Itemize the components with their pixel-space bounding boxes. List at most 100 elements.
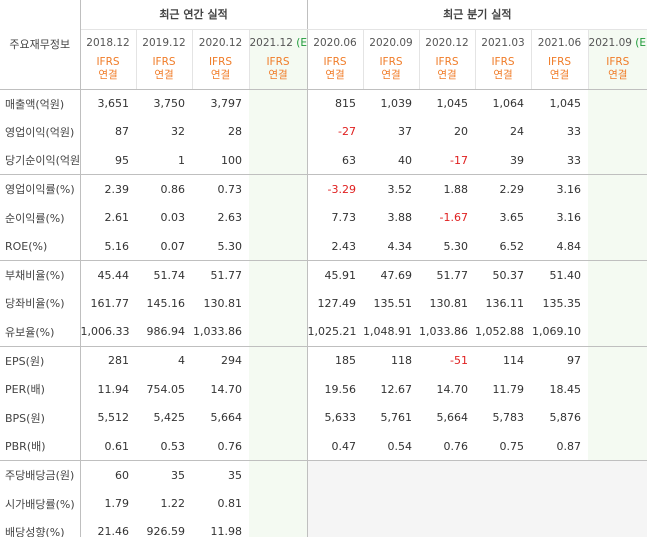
table-cell: 2.63 xyxy=(217,211,243,225)
table-cell: -17 xyxy=(450,153,469,167)
table-cell: 0.54 xyxy=(387,439,413,453)
table-cell xyxy=(363,460,420,490)
table-cell: 95 xyxy=(115,153,129,167)
table-cell: 5.16 xyxy=(104,239,130,253)
table-cell xyxy=(419,517,476,537)
table-cell: 5,783 xyxy=(492,411,525,425)
table-cell xyxy=(249,374,308,404)
table-cell: -3.29 xyxy=(307,174,364,204)
row-label: 순이익률(%) xyxy=(0,203,81,232)
table-cell: 0.03 xyxy=(160,211,186,225)
table-cell xyxy=(475,460,532,490)
table-row: 영업이익률(%) 2.39 0.86 0.73 -3.29 3.52 1.88 2.29 3.1… xyxy=(0,174,647,204)
table-cell: 14.70 xyxy=(210,382,243,396)
accounting-basis: IFRS 연결 xyxy=(530,49,589,90)
period-label: 2020.09 xyxy=(369,37,413,49)
basis-scope: 연결 xyxy=(98,68,118,81)
basis-standard: IFRS xyxy=(266,55,290,68)
table-cell: 3.16 xyxy=(556,211,582,225)
table-cell xyxy=(363,517,420,537)
table-cell: 1.88 xyxy=(419,174,476,204)
table-row: 순이익률(%) 2.61 0.03 2.63 7.73 3.88 -1.67 3.65 3.16 xyxy=(0,203,647,232)
table-cell: 1 xyxy=(178,153,185,167)
annual-group-header: 최근 연간 실적 xyxy=(80,0,308,30)
table-cell: 1,033.86 xyxy=(419,325,469,339)
table-cell: 114 xyxy=(475,345,532,375)
row-label: 당기순이익(억원) xyxy=(0,146,81,175)
row-label: 영업이익률(%) xyxy=(0,174,81,204)
table-cell xyxy=(588,89,647,118)
table-row: 부채비율(%) 45.44 51.74 51.77 45.91 47.69 51.77 50.… xyxy=(0,260,647,290)
period-header: 2020.06 xyxy=(307,29,363,49)
basis-scope: 연결 xyxy=(325,68,345,81)
table-cell: 1,045 xyxy=(436,97,469,111)
period-label: 2021.03 xyxy=(481,37,525,49)
accounting-basis: IFRS 연결 xyxy=(135,49,192,90)
table-cell: 3,750 xyxy=(153,97,186,111)
basis-standard: IFRS xyxy=(547,55,572,68)
table-cell xyxy=(588,203,647,232)
table-cell xyxy=(588,460,647,490)
table-cell: 5,664 xyxy=(210,411,243,425)
period-label: 2020.06 xyxy=(313,37,357,49)
table-cell: 3.65 xyxy=(499,211,525,225)
table-cell: 0.87 xyxy=(556,439,582,453)
table-cell: 39 xyxy=(510,153,525,167)
table-cell: 21.46 xyxy=(80,517,136,537)
table-cell: 0.76 xyxy=(443,439,469,453)
table-cell: 135.51 xyxy=(373,296,413,310)
period-label: 2020.12 xyxy=(425,37,469,49)
table-cell: 136.11 xyxy=(485,296,525,310)
row-header-title: 주요재무정보 xyxy=(0,0,81,90)
table-cell xyxy=(588,231,647,261)
table-cell: 0.53 xyxy=(160,439,186,453)
table-cell: 3.88 xyxy=(387,211,413,225)
table-cell: 1,048.91 xyxy=(363,325,413,339)
table-cell: 145.16 xyxy=(146,296,186,310)
period-label: 2019.12 xyxy=(142,37,186,49)
table-cell: 19.56 xyxy=(324,382,357,396)
basis-scope: 연결 xyxy=(268,68,288,81)
table-cell xyxy=(249,231,308,261)
table-cell: 754.05 xyxy=(146,382,186,396)
table-cell xyxy=(588,432,647,461)
period-header: 2018.12 xyxy=(80,29,136,49)
basis-standard: IFRS xyxy=(323,55,347,68)
table-cell xyxy=(249,89,308,118)
table-cell: 24 xyxy=(510,125,525,139)
table-cell xyxy=(588,174,647,204)
table-cell xyxy=(249,517,308,537)
table-cell: 5,512 xyxy=(97,411,130,425)
row-label: 매출액(억원) xyxy=(0,89,81,118)
table-cell: 1,033.86 xyxy=(193,325,242,339)
basis-scope: 연결 xyxy=(493,68,513,81)
table-cell xyxy=(588,345,647,375)
table-cell xyxy=(249,174,308,204)
table-cell: 33 xyxy=(567,125,582,139)
basis-standard: IFRS xyxy=(491,55,515,68)
table-cell: 3,797 xyxy=(210,97,243,111)
table-cell: 2.43 xyxy=(331,239,357,253)
period-header: 2020.09 xyxy=(362,29,420,49)
period-header: 2020.12 xyxy=(191,29,249,49)
table-cell: 100 xyxy=(221,153,242,167)
table-cell xyxy=(363,489,420,518)
table-row: 당기순이익(억원) 95 1 100 63 40 -17 39 33 xyxy=(0,146,647,175)
row-label: 영업이익(억원) xyxy=(0,117,81,147)
row-label: 시가배당률(%) xyxy=(0,489,81,518)
table-cell xyxy=(419,489,476,518)
row-label: BPS(원) xyxy=(0,403,81,433)
table-cell: 51.77 xyxy=(192,260,249,290)
table-cell: 51.40 xyxy=(531,260,589,290)
table-cell xyxy=(249,489,308,518)
accounting-basis: IFRS 연결 xyxy=(248,49,308,90)
table-cell: 4.34 xyxy=(387,239,413,253)
table-cell xyxy=(588,289,647,318)
table-cell: 0.73 xyxy=(192,174,249,204)
table-cell xyxy=(475,517,532,537)
table-row: 유보율(%) 1,006.33 986.94 1,033.86 1,025.21 1,04… xyxy=(0,317,647,347)
table-cell: 294 xyxy=(192,345,249,375)
table-cell: 97 xyxy=(531,345,589,375)
table-cell: 2.29 xyxy=(475,174,532,204)
basis-scope: 연결 xyxy=(437,68,457,81)
